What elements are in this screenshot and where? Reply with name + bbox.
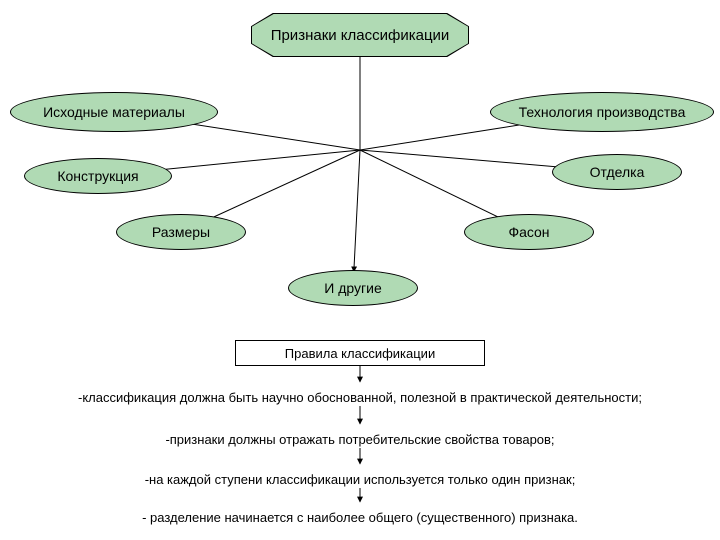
rule-line-3: - разделение начинается с наиболее общег… <box>0 510 720 525</box>
rule-line-1: -признаки должны отражать потребительски… <box>0 432 720 447</box>
branch-node-b7: И другие <box>288 270 418 306</box>
branch-label: Отделка <box>590 164 645 180</box>
branch-label: Размеры <box>152 224 210 240</box>
branch-node-b2: Технология производства <box>490 92 714 132</box>
branch-node-b5: Размеры <box>116 214 246 250</box>
rules-title-text: Правила классификации <box>285 346 435 361</box>
branch-node-b4: Отделка <box>552 154 682 190</box>
branch-label: Конструкция <box>57 168 138 184</box>
rules-title-box: Правила классификации <box>235 340 485 366</box>
branch-label: Фасон <box>508 224 549 240</box>
branch-node-b6: Фасон <box>464 214 594 250</box>
rule-line-0: -классификация должна быть научно обосно… <box>0 390 720 405</box>
title-node: Признаки классификации <box>252 14 468 56</box>
branch-node-b1: Исходные материалы <box>10 92 218 132</box>
branch-label: И другие <box>324 280 381 296</box>
branch-label: Исходные материалы <box>43 104 185 120</box>
title-text: Признаки классификации <box>271 27 450 44</box>
branch-label: Технология производства <box>519 104 686 120</box>
rule-line-2: -на каждой ступени классификации использ… <box>0 472 720 487</box>
branch-node-b3: Конструкция <box>24 158 172 194</box>
